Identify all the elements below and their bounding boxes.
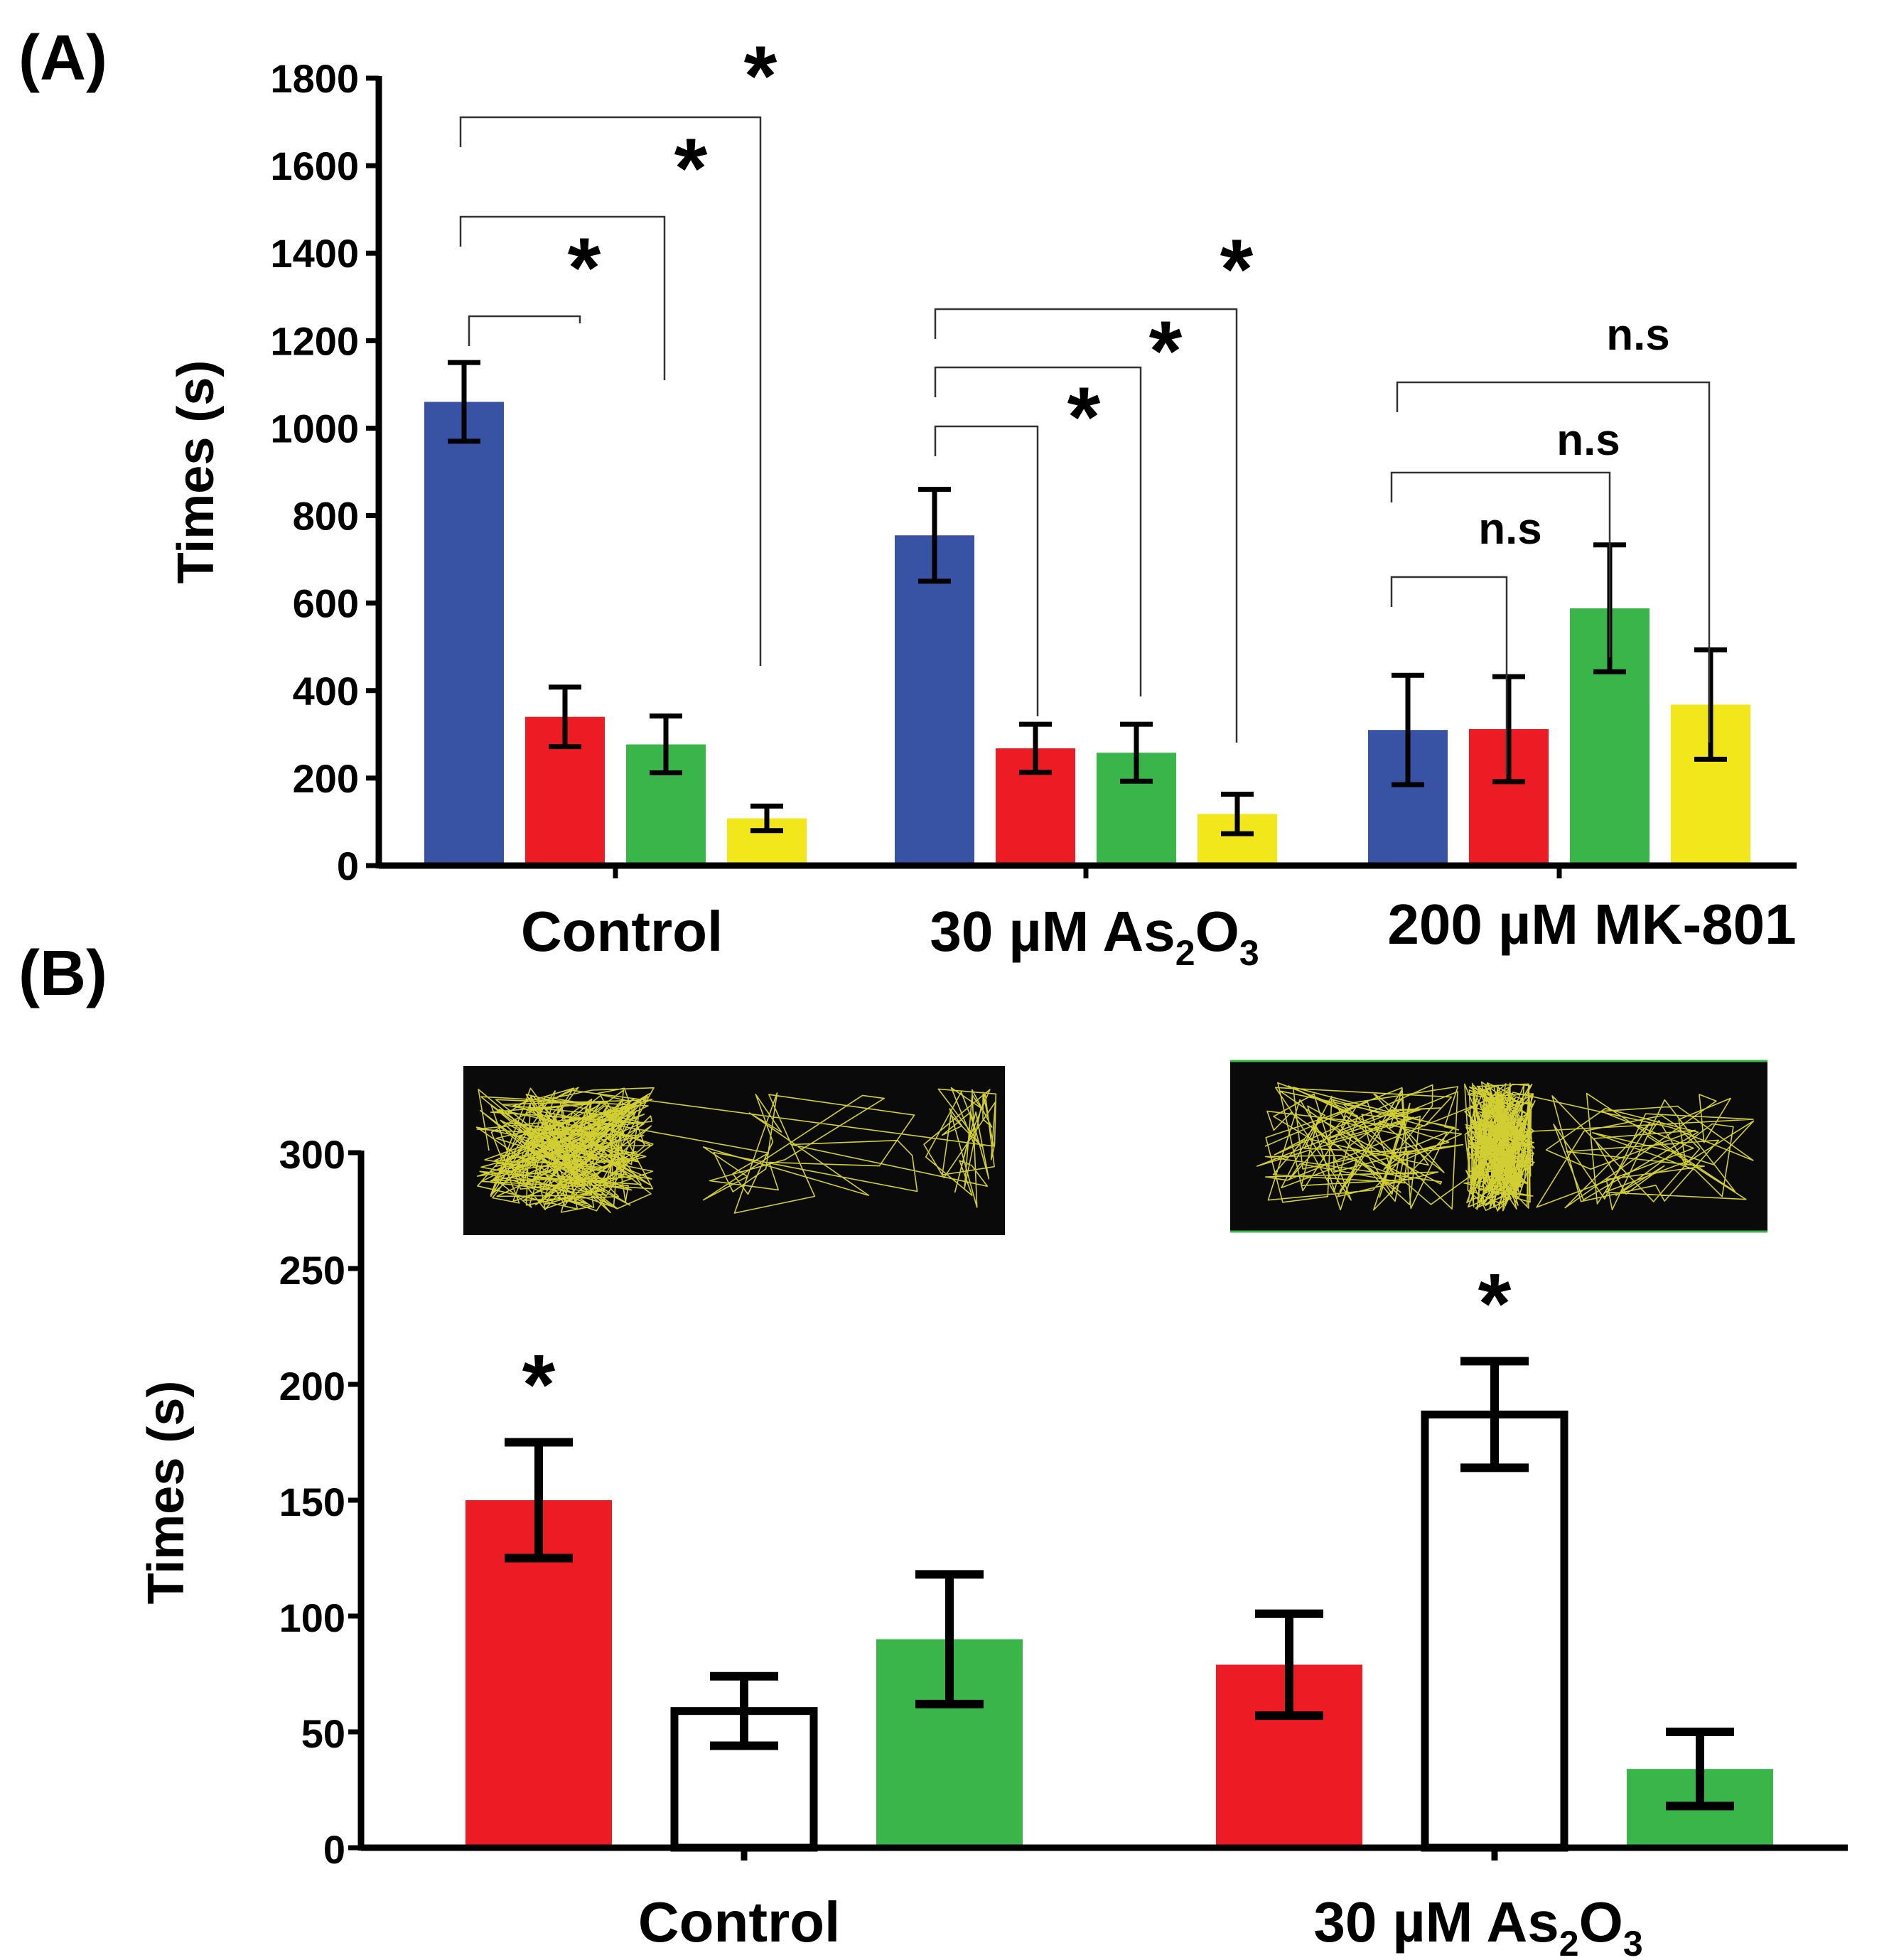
significance-star-b-1: * — [1478, 1256, 1512, 1351]
x-label-a-as2o3-sub2: 3 — [1239, 933, 1259, 973]
bar-a-blue-1 — [895, 535, 974, 866]
panel-label-b: (B) — [18, 938, 107, 1009]
x-label-a-as2o3-mid: O — [1195, 900, 1239, 963]
comparison-label-a-3: * — [1067, 370, 1101, 465]
chart-b: 0 50 100 150 200 250 300 Times (s) Control 30 µM … — [138, 1060, 1848, 1960]
comparison-bracket-a-8 — [1396, 381, 1711, 743]
bar-a-blue-0 — [424, 402, 504, 866]
x-label-a-mk801: 200 µM MK-801 — [1387, 893, 1796, 956]
chart-a: 0 200 400 600 800 1000 1200 1400 1600 1800 Times (… — [168, 28, 1797, 973]
x-label-a-control: Control — [521, 900, 723, 963]
x-label-b-as2o3-sub2: 3 — [1623, 1924, 1643, 1960]
y-tick-label-b-300: 300 — [279, 1132, 345, 1177]
comparison-bracket-a-7 — [1390, 471, 1611, 657]
comparison-label-a-5: * — [1220, 222, 1254, 317]
comparison-label-a-2: * — [744, 28, 777, 124]
track-trace-0 — [475, 1087, 997, 1214]
comparison-bracket-a-5 — [934, 308, 1238, 743]
x-label-a-control-main: Control — [521, 900, 723, 963]
y-tick-label-b-100: 100 — [279, 1595, 345, 1640]
y-tick-label-a-0: 0 — [337, 844, 359, 888]
comparison-bracket-a-4 — [934, 366, 1142, 696]
y-axis-label-b: Times (s) — [138, 1381, 195, 1605]
x-label-b-as2o3-main: 30 µM As — [1313, 1890, 1559, 1954]
comparison-bracket-a-0 — [468, 315, 581, 346]
track-trace-1 — [1256, 1081, 1755, 1212]
y-tick-label-a-400: 400 — [293, 669, 359, 714]
y-tick-label-a-1400: 1400 — [270, 231, 359, 276]
y-axis-label-a: Times (s) — [168, 360, 225, 584]
comparison-bracket-a-3 — [934, 425, 1039, 716]
track-image-1 — [1230, 1060, 1767, 1233]
y-tick-label-a-1800: 1800 — [270, 56, 359, 101]
y-tick-label-b-250: 250 — [279, 1248, 345, 1293]
x-label-b-control-main: Control — [638, 1890, 840, 1954]
comparison-label-a-1: * — [674, 121, 708, 216]
y-tick-label-a-1600: 1600 — [270, 144, 359, 188]
bar-b-open-1 — [1421, 1410, 1568, 1852]
comparison-bracket-a-2 — [459, 116, 762, 666]
y-tick-label-b-150: 150 — [279, 1480, 345, 1524]
significance-star-b-0: * — [522, 1337, 556, 1433]
comparison-bracket-a-6 — [1390, 576, 1508, 775]
x-label-b-as2o3: 30 µM As2O3 — [1313, 1890, 1642, 1960]
panel-label-a: (A) — [18, 23, 107, 94]
y-tick-label-b-200: 200 — [279, 1364, 345, 1409]
y-tick-label-a-1000: 1000 — [270, 406, 359, 451]
x-label-a-as2o3: 30 µM As2O3 — [930, 900, 1259, 973]
y-tick-label-a-200: 200 — [293, 756, 359, 801]
y-tick-label-b-0: 0 — [323, 1827, 345, 1872]
comparison-label-a-6: n.s — [1478, 505, 1542, 554]
comparison-label-a-4: * — [1149, 303, 1183, 399]
x-label-a-mk801-main: 200 µM MK-801 — [1387, 893, 1796, 956]
x-label-a-as2o3-main: 30 µM As — [930, 900, 1175, 963]
comparison-label-a-7: n.s — [1556, 416, 1620, 465]
comparison-label-a-0: * — [568, 220, 601, 316]
y-tick-label-b-50: 50 — [301, 1711, 345, 1756]
y-tick-label-a-1200: 1200 — [270, 318, 359, 363]
x-label-a-as2o3-sub1: 2 — [1175, 933, 1195, 973]
x-label-b-control: Control — [638, 1890, 840, 1954]
comparison-label-a-8: n.s — [1606, 311, 1670, 360]
x-label-b-as2o3-sub1: 2 — [1559, 1924, 1579, 1960]
x-label-b-as2o3-mid: O — [1579, 1890, 1623, 1954]
y-tick-label-a-600: 600 — [293, 581, 359, 626]
y-tick-label-a-800: 800 — [293, 494, 359, 539]
comparison-bracket-a-1 — [459, 215, 666, 380]
track-image-0 — [463, 1066, 1005, 1235]
